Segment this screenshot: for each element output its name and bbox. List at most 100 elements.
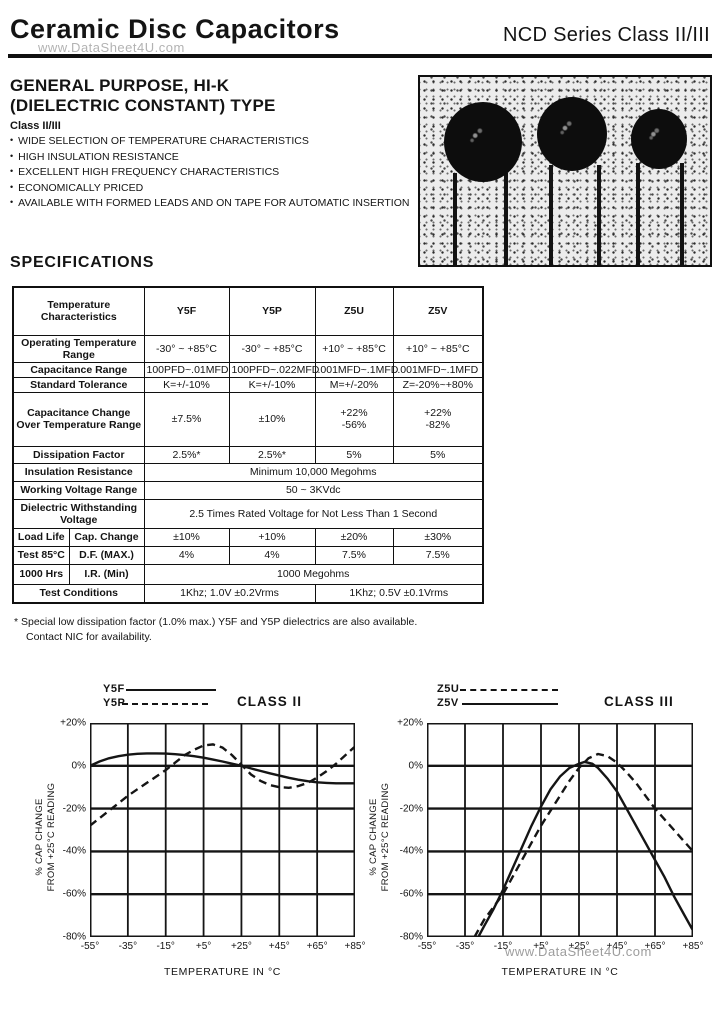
spec-row-label: Load Life xyxy=(12,527,70,547)
spec-cell: 100PFD~.01MFD xyxy=(143,361,230,378)
curve-y5p xyxy=(90,743,355,827)
y-tick-label: -40% xyxy=(62,845,86,857)
y-tick-label: -40% xyxy=(399,845,423,857)
curve-z5v xyxy=(477,760,693,937)
header-rule xyxy=(8,54,712,58)
spec-table: Temperature Characteristics Y5F Y5P Z5U … xyxy=(12,286,484,604)
spec-cell: 4% xyxy=(143,545,230,565)
table-row: Temperature Characteristics Y5F Y5P Z5U … xyxy=(12,286,484,336)
spec-row-label: Capacitance Range xyxy=(12,361,145,378)
y-axis-title: % CAP CHANGE FROM +25°C READING xyxy=(368,736,392,938)
x-tick-label: +45° xyxy=(606,941,628,952)
table-row: Insulation Resistance Minimum 10,000 Meg… xyxy=(12,462,484,482)
y-tick-label: -80% xyxy=(62,931,86,943)
spec-cell: 7.5% xyxy=(392,545,484,565)
spec-cell: ±20% xyxy=(314,527,394,547)
spec-row-label: Working Voltage Range xyxy=(12,480,145,500)
spec-cell: 7.5% xyxy=(314,545,394,565)
y-tick-label: +20% xyxy=(397,717,423,729)
spec-row-label: Insulation Resistance xyxy=(12,462,145,482)
capacitor-disc-large xyxy=(444,102,522,182)
y-tick-label: 0% xyxy=(71,760,86,772)
legend-label-y5p: Y5P xyxy=(103,697,126,709)
y-axis-title-line-2: FROM +25°C READING xyxy=(45,782,57,892)
table-row: Capacitance Range 100PFD~.01MFD 100PFD~.… xyxy=(12,361,484,378)
spec-row-label: Test 85°C xyxy=(12,545,70,565)
legend-sample-solid xyxy=(462,703,558,705)
spec-cell: 50 ~ 3KVdc xyxy=(143,480,484,500)
y-axis-title-line-2: FROM +25°C READING xyxy=(379,782,391,892)
feature-item: HIGH INSULATION RESISTANCE xyxy=(10,150,410,166)
plot-area xyxy=(427,723,693,937)
x-tick-label: +45° xyxy=(268,941,290,952)
plot-area xyxy=(90,723,355,937)
x-tick-label: -15° xyxy=(156,941,175,952)
capacitor-disc-medium xyxy=(537,97,607,171)
spec-cell: .001MFD~.1MFD xyxy=(392,361,484,378)
y-tick-label: -60% xyxy=(399,888,423,900)
watermark-bottom: www.DataSheet4U.com xyxy=(505,944,652,959)
specifications-title: SPECIFICATIONS xyxy=(10,254,155,271)
legend-sample-solid xyxy=(126,689,216,691)
spec-row-label: Test Conditions xyxy=(12,583,145,604)
x-tick-label: +65° xyxy=(306,941,328,952)
table-row: Dissipation Factor 2.5%* 2.5%* 5% 5% xyxy=(12,445,484,464)
table-row: Test Conditions 1Khz; 1.0V ±0.2Vrms 1Khz… xyxy=(12,583,484,604)
x-tick-label: -15° xyxy=(493,941,513,952)
x-tick-label: +25° xyxy=(568,941,590,952)
spec-col-header: Y5P xyxy=(228,286,316,336)
spec-cell: ±10% xyxy=(143,527,230,547)
y-tick-col: +20% 0% -20% -40% -60% -80% xyxy=(375,718,423,943)
feature-item: ECONOMICALLY PRICED xyxy=(10,181,410,197)
spec-cell: K=+/-10% xyxy=(228,376,316,393)
spec-row-label: Operating Temperature Range xyxy=(12,334,145,363)
table-row: Load Life Cap. Change ±10% +10% ±20% ±30… xyxy=(12,527,484,547)
spec-cell: 5% xyxy=(314,445,394,464)
table-row: Test 85°C D.F. (MAX.) 4% 4% 7.5% 7.5% xyxy=(12,545,484,565)
capacitor-photo xyxy=(418,75,712,267)
spec-cell: 1Khz; 0.5V ±0.1Vrms xyxy=(314,583,484,604)
capacitor-lead xyxy=(453,173,457,265)
spec-col-header: Temperature Characteristics xyxy=(12,286,145,336)
spec-cell: Z=-20%~+80% xyxy=(392,376,484,393)
spec-cell: ±30% xyxy=(392,527,484,547)
spec-col-header: Z5V xyxy=(392,286,484,336)
spec-cell: 5% xyxy=(392,445,484,464)
spec-cell: +22% -82% xyxy=(392,391,484,447)
plot-svg xyxy=(90,723,355,937)
y-tick-col: +20% 0% -20% -40% -60% -80% xyxy=(38,718,86,943)
x-tick-label: +85° xyxy=(682,941,704,952)
spec-row-label: Dissipation Factor xyxy=(12,445,145,464)
spec-cell: +22% -56% xyxy=(314,391,394,447)
chart-title: CLASS II xyxy=(237,694,303,709)
table-row: 1000 Hrs I.R. (Min) 1000 Megohms xyxy=(12,563,484,585)
capacitor-disc-small xyxy=(631,109,687,169)
chart-class-iii: Z5U Z5V CLASS III +20% 0% -20% -40% -60% -80%… xyxy=(368,678,720,1012)
spec-row-sublabel: I.R. (Min) xyxy=(68,563,145,585)
spec-cell: 2.5 Times Rated Voltage for Not Less Tha… xyxy=(143,498,484,529)
spec-cell: .001MFD~.1MFD xyxy=(314,361,398,378)
spec-cell: +10% xyxy=(228,527,316,547)
page-title: Ceramic Disc Capacitors xyxy=(10,14,340,44)
spec-cell: ±10% xyxy=(228,391,316,447)
spec-cell: Minimum 10,000 Megohms xyxy=(143,462,484,482)
y-tick-label: -20% xyxy=(399,803,423,815)
footnote-line-1: * Special low dissipation factor (1.0% m… xyxy=(14,616,418,628)
legend-label-z5v: Z5V xyxy=(437,697,459,709)
legend-sample-dashed xyxy=(122,703,208,705)
chart-title: CLASS III xyxy=(604,694,674,709)
spec-cell: +10° ~ +85°C xyxy=(314,334,394,363)
x-tick-label: +5° xyxy=(533,941,549,952)
capacitor-lead xyxy=(597,165,601,265)
spec-row-label: Standard Tolerance xyxy=(12,376,145,393)
watermark-top: www.DataSheet4U.com xyxy=(38,40,185,55)
feature-item: WIDE SELECTION OF TEMPERATURE CHARACTERI… xyxy=(10,134,410,150)
x-tick-label: -35° xyxy=(118,941,138,952)
spec-row-label: Dielectric Withstanding Voltage xyxy=(12,498,145,529)
y-tick-label: -60% xyxy=(62,888,86,900)
x-tick-row: -55° -35° -15° +5° +25° +45° +65° +85° xyxy=(418,941,704,955)
spec-row-sublabel: D.F. (MAX.) xyxy=(68,545,145,565)
table-row: Standard Tolerance K=+/-10% K=+/-10% M=+… xyxy=(12,376,484,393)
feature-item: EXCELLENT HIGH FREQUENCY CHARACTERISTICS xyxy=(10,165,410,181)
